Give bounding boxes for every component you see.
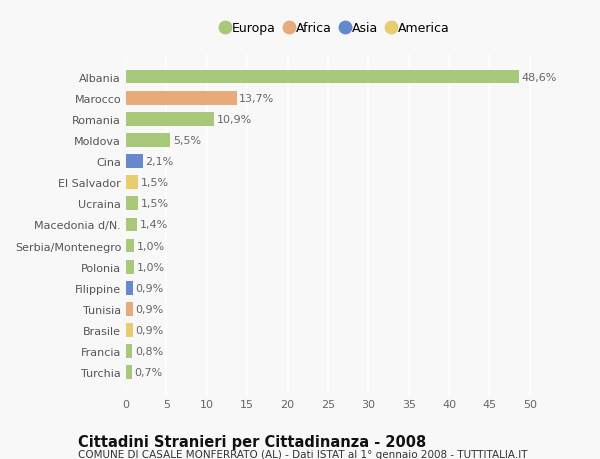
Bar — [126, 197, 138, 211]
Bar — [126, 239, 134, 253]
Text: 10,9%: 10,9% — [217, 115, 252, 124]
Text: 48,6%: 48,6% — [521, 73, 556, 82]
Text: 0,9%: 0,9% — [136, 304, 164, 314]
Text: 0,9%: 0,9% — [136, 325, 164, 335]
Bar — [126, 260, 134, 274]
Text: 1,5%: 1,5% — [140, 199, 169, 209]
Bar — [126, 134, 170, 147]
Text: 13,7%: 13,7% — [239, 94, 274, 103]
Text: COMUNE DI CASALE MONFERRATO (AL) - Dati ISTAT al 1° gennaio 2008 - TUTTITALIA.IT: COMUNE DI CASALE MONFERRATO (AL) - Dati … — [78, 449, 527, 459]
Text: 5,5%: 5,5% — [173, 135, 201, 146]
Text: 1,5%: 1,5% — [140, 178, 169, 188]
Bar — [126, 218, 137, 232]
Text: 0,8%: 0,8% — [135, 347, 163, 356]
Bar — [126, 92, 236, 105]
Text: 2,1%: 2,1% — [145, 157, 173, 167]
Bar — [126, 176, 138, 190]
Bar — [126, 345, 133, 358]
Bar — [126, 366, 131, 379]
Text: 1,0%: 1,0% — [137, 241, 164, 251]
Bar — [126, 324, 133, 337]
Bar — [126, 155, 143, 168]
Bar — [126, 302, 133, 316]
Bar — [126, 71, 518, 84]
Text: Cittadini Stranieri per Cittadinanza - 2008: Cittadini Stranieri per Cittadinanza - 2… — [78, 434, 426, 449]
Text: 1,4%: 1,4% — [140, 220, 168, 230]
Text: 0,9%: 0,9% — [136, 283, 164, 293]
Bar — [126, 281, 133, 295]
Text: 0,7%: 0,7% — [134, 368, 163, 377]
Legend: Europa, Africa, Asia, America: Europa, Africa, Asia, America — [217, 17, 455, 40]
Bar — [126, 112, 214, 126]
Text: 1,0%: 1,0% — [137, 262, 164, 272]
